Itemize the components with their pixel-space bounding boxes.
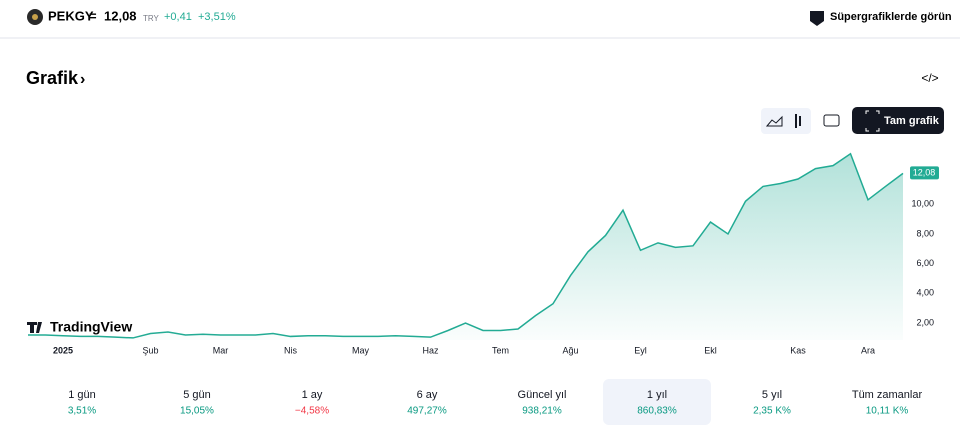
period-label[interactable]: 1 gün <box>68 389 96 401</box>
selected-period-bg <box>603 379 711 425</box>
logo: TradingView <box>50 319 132 335</box>
price-tag-bg <box>910 166 939 180</box>
x-tick-label: May <box>352 345 370 355</box>
period-label[interactable]: 6 ay <box>417 389 438 401</box>
link-icon <box>810 11 824 26</box>
plot: 2,00 4,00 6,00 8,00 10,00 2025 Şub Mar Nis May Haz… <box>28 152 939 355</box>
fullscreen-icon <box>865 110 880 132</box>
change-pct: +3,51% <box>198 11 236 23</box>
supercharts-link[interactable]: Süpergrafiklerde görün <box>830 11 952 23</box>
period-label[interactable]: Güncel yıl <box>518 389 567 401</box>
embed-icon[interactable]: </> <box>921 71 938 85</box>
separator: = <box>89 8 97 23</box>
full-chart-label: Tam grafik <box>884 115 940 127</box>
chevron: › <box>80 71 85 88</box>
x-tick-label: Haz <box>422 345 439 355</box>
symbol: PEKGY <box>48 8 94 23</box>
period-label[interactable]: Tüm zamanlar <box>852 389 923 401</box>
period-label[interactable]: 1 yıl <box>647 389 667 401</box>
period-label[interactable]: 1 ay <box>302 389 323 401</box>
camera-icon[interactable] <box>823 114 840 127</box>
period-change: 860,83% <box>637 406 677 417</box>
x-tick-label: Ara <box>861 345 875 355</box>
x-tick-label: Ağu <box>562 345 578 355</box>
x-tick-label: Ekl <box>704 345 717 355</box>
area-fill <box>28 153 903 340</box>
chart-style-toggle[interactable] <box>761 108 811 134</box>
price-line <box>28 152 904 339</box>
x-tick-label: Eyl <box>634 345 647 355</box>
symbol-icon-dot <box>32 14 38 20</box>
area-icon <box>765 115 783 127</box>
period-change: 2,35 K% <box>753 406 791 417</box>
x-tick-label: Kas <box>790 345 806 355</box>
currency: TRY <box>143 14 160 23</box>
y-tick-label: 8,00 <box>916 228 934 238</box>
period-label[interactable]: 5 yıl <box>762 389 782 401</box>
change: +0,41 <box>164 11 192 23</box>
periods: 1 gün 3,51% 5 gün 15,05% 1 ay −4,58% 6 ay 497,2… <box>68 389 923 417</box>
x-tick-label: Mar <box>213 345 229 355</box>
period-label[interactable]: 5 gün <box>183 389 211 401</box>
period-change: 15,05% <box>180 406 214 417</box>
y-tick-label: 6,00 <box>916 258 934 268</box>
period-change: 497,27% <box>407 406 447 417</box>
price: 12,08 <box>104 8 137 23</box>
x-tick-label: Nis <box>284 345 297 355</box>
price-tag: 12,08 <box>913 168 936 178</box>
x-tick-label: Şub <box>142 345 158 355</box>
x-tick-label: 2025 <box>53 345 73 355</box>
period-change: 10,11 K% <box>866 406 909 417</box>
x-tick-label: Tem <box>492 345 509 355</box>
candle-icon <box>795 114 801 128</box>
logo-icon <box>27 322 42 333</box>
period-change: 3,51% <box>68 406 96 417</box>
y-tick-label: 2,00 <box>916 317 934 327</box>
section-title[interactable]: Grafik <box>26 68 79 88</box>
period-change: 938,21% <box>522 406 562 417</box>
period-change: −4,58% <box>295 406 329 417</box>
y-tick-label: 10,00 <box>911 199 934 209</box>
y-tick-label: 4,00 <box>916 288 934 298</box>
full-chart-button[interactable] <box>852 107 944 134</box>
